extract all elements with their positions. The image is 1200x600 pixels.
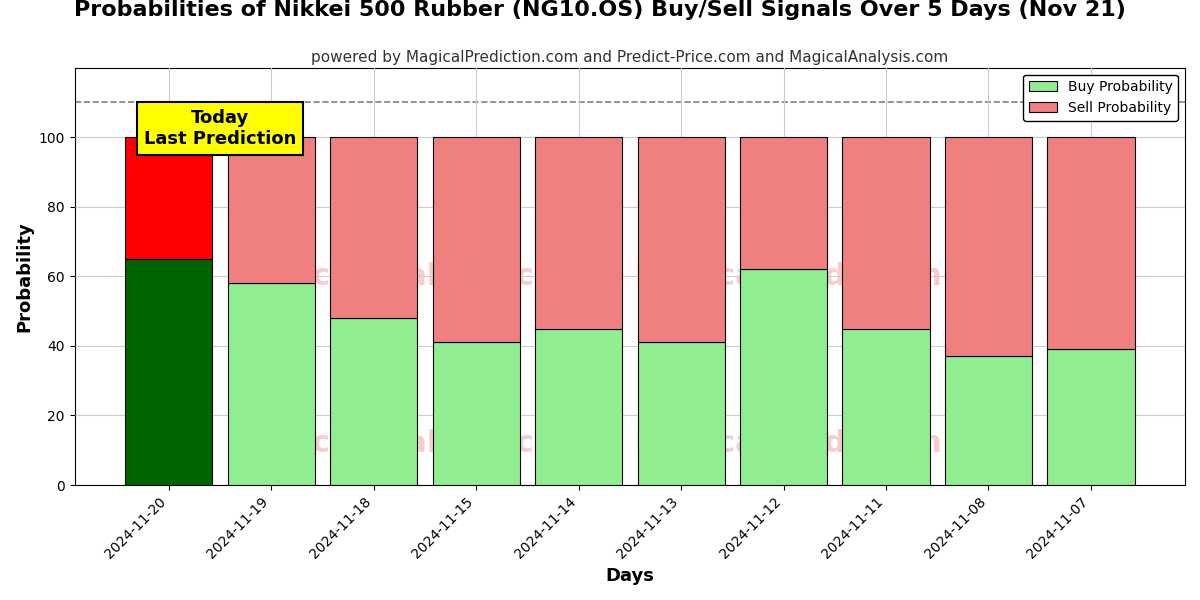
Bar: [637, 343, 725, 485]
Text: Today
Last Prediction: Today Last Prediction: [144, 109, 296, 148]
Bar: [228, 283, 314, 485]
Bar: [944, 137, 1032, 356]
Text: MagicalAnalysis.com: MagicalAnalysis.com: [229, 262, 587, 291]
X-axis label: Days: Days: [605, 567, 654, 585]
Bar: [330, 318, 418, 485]
Bar: [740, 137, 827, 269]
Bar: [432, 137, 520, 343]
Bar: [228, 137, 314, 283]
Text: MagicalAnalysis.com: MagicalAnalysis.com: [229, 429, 587, 458]
Bar: [842, 329, 930, 485]
Bar: [944, 356, 1032, 485]
Bar: [842, 137, 930, 329]
Y-axis label: Probability: Probability: [16, 221, 34, 332]
Bar: [330, 137, 418, 318]
Text: MagicalPrediction.com: MagicalPrediction.com: [635, 262, 1025, 291]
Text: Probabilities of Nikkei 500 Rubber (NG10.OS) Buy/Sell Signals Over 5 Days (Nov 2: Probabilities of Nikkei 500 Rubber (NG10…: [74, 0, 1126, 20]
Bar: [432, 343, 520, 485]
Bar: [535, 329, 622, 485]
Title: powered by MagicalPrediction.com and Predict-Price.com and MagicalAnalysis.com: powered by MagicalPrediction.com and Pre…: [311, 50, 948, 65]
Text: MagicalPrediction.com: MagicalPrediction.com: [635, 429, 1025, 458]
Bar: [125, 137, 212, 259]
Bar: [637, 137, 725, 343]
Bar: [1048, 349, 1134, 485]
Bar: [535, 137, 622, 329]
Bar: [125, 259, 212, 485]
Bar: [740, 269, 827, 485]
Legend: Buy Probability, Sell Probability: Buy Probability, Sell Probability: [1024, 74, 1178, 121]
Bar: [1048, 137, 1134, 349]
